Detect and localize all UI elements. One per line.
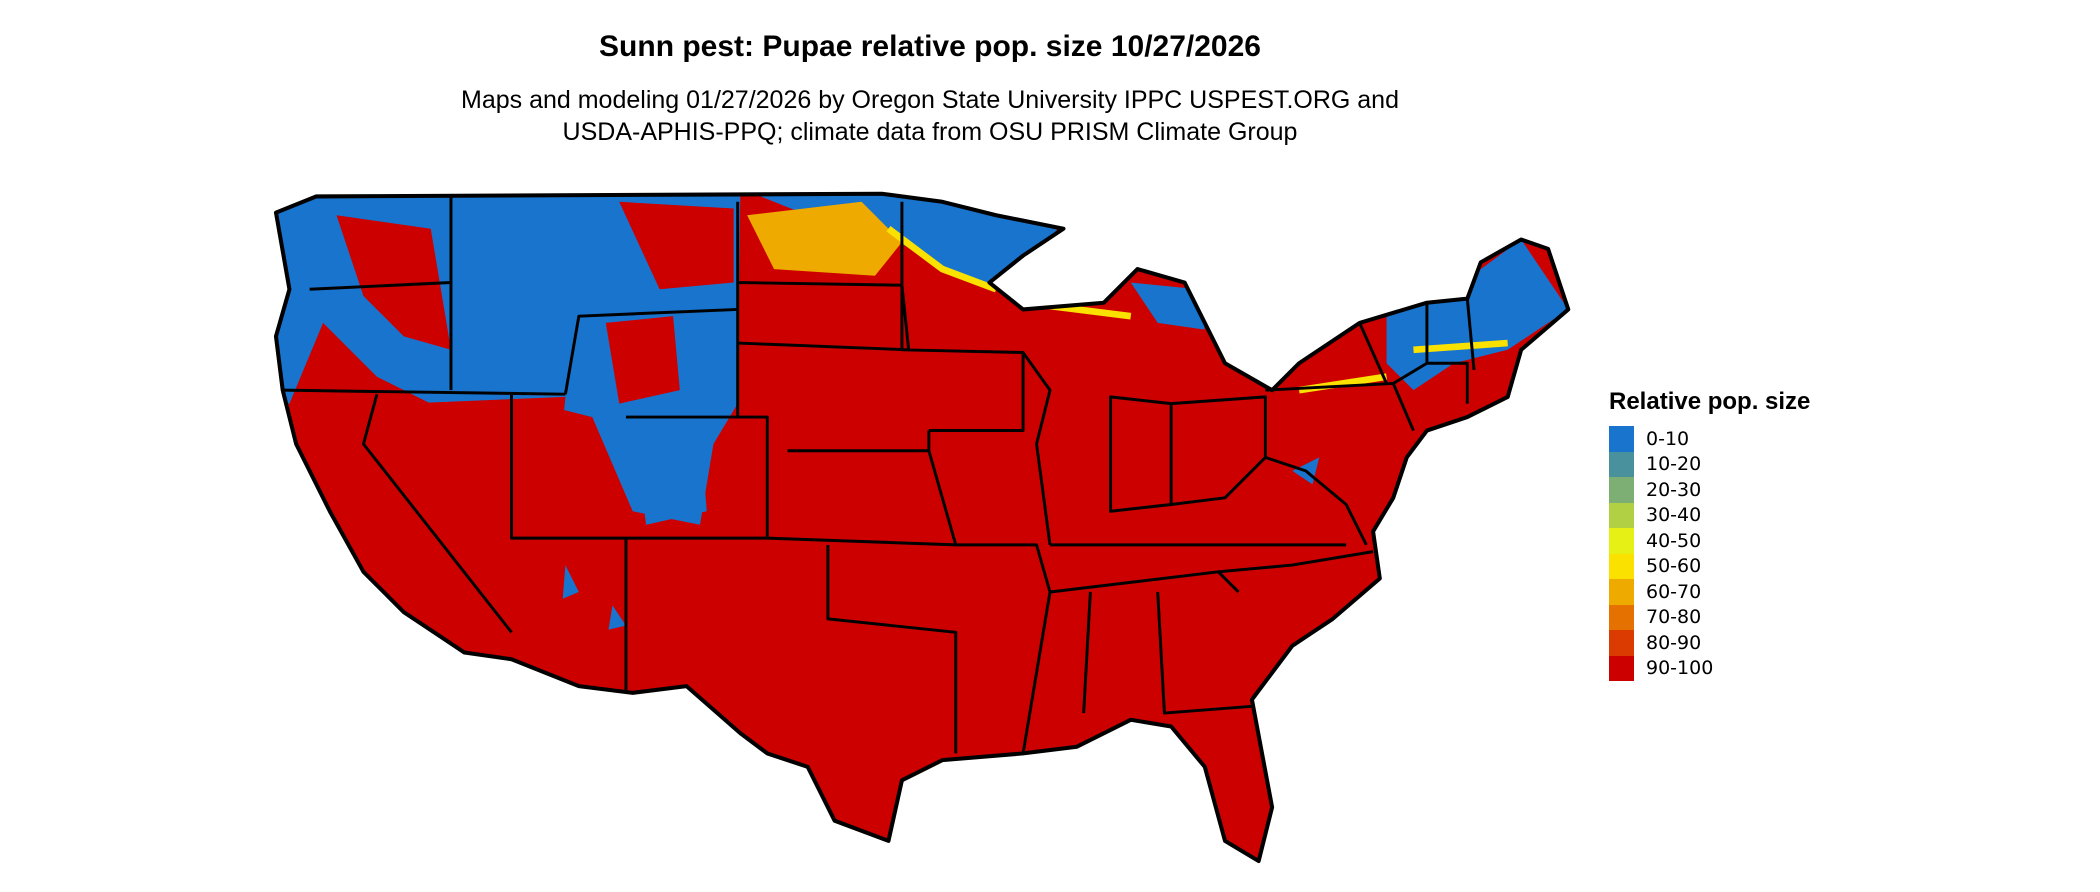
national-border (273, 191, 1571, 864)
legend-item: 80-90 (1609, 630, 1810, 656)
legend-swatch (1609, 604, 1634, 630)
region-50-70-fringe (747, 201, 902, 276)
map-subtitle-line2: USDA-APHIS-PPQ; climate data from OSU PR… (562, 118, 1298, 146)
legend-item: 40-50 (1609, 528, 1810, 554)
legend-item: 0-10 (1609, 426, 1810, 452)
legend-item: 90-100 (1609, 655, 1810, 681)
legend-swatch (1609, 553, 1634, 579)
legend-swatch (1609, 655, 1634, 681)
legend-label: 10-20 (1646, 453, 1702, 476)
region-90-100-patches-west (296, 201, 734, 633)
legend-item: 50-60 (1609, 553, 1810, 579)
legend-label: 90-100 (1646, 657, 1714, 680)
legend-label: 30-40 (1646, 504, 1702, 527)
legend-swatch (1609, 477, 1634, 503)
legend-swatch (1609, 528, 1634, 554)
legend-swatch (1609, 630, 1634, 656)
legend-swatch (1609, 451, 1634, 477)
legend-label: 0-10 (1646, 427, 1690, 450)
map-subtitle-line1: Maps and modeling 01/27/2026 by Oregon S… (461, 86, 1399, 114)
region-0-10-south-patches (562, 423, 1320, 630)
legend-item: 30-40 (1609, 502, 1810, 528)
map-title: Sunn pest: Pupae relative pop. size 10/2… (599, 30, 1261, 63)
legend-swatch (1609, 502, 1634, 528)
legend-label: 80-90 (1646, 631, 1702, 654)
legend-label: 50-60 (1646, 555, 1702, 578)
state-boundaries (273, 191, 1571, 864)
legend-item: 10-20 (1609, 451, 1810, 477)
region-0-10-michigan (1130, 282, 1205, 330)
legend-label: 60-70 (1646, 580, 1702, 603)
legend-label: 20-30 (1646, 478, 1702, 501)
legend-swatch (1609, 426, 1634, 452)
region-40-60-fringe (886, 226, 1508, 394)
legend: Relative pop. size 0-10 10-20 20-30 30-40 40… (1609, 388, 1810, 681)
region-0-10-northeast (1386, 239, 1569, 391)
legend-item: 20-30 (1609, 477, 1810, 503)
legend-title: Relative pop. size (1609, 388, 1811, 415)
legend-label: 40-50 (1646, 529, 1702, 552)
legend-item: 70-80 (1609, 604, 1810, 630)
map-raster (275, 193, 1569, 862)
legend-item: 60-70 (1609, 579, 1810, 605)
legend-swatch (1609, 579, 1634, 605)
legend-label: 70-80 (1646, 606, 1702, 629)
